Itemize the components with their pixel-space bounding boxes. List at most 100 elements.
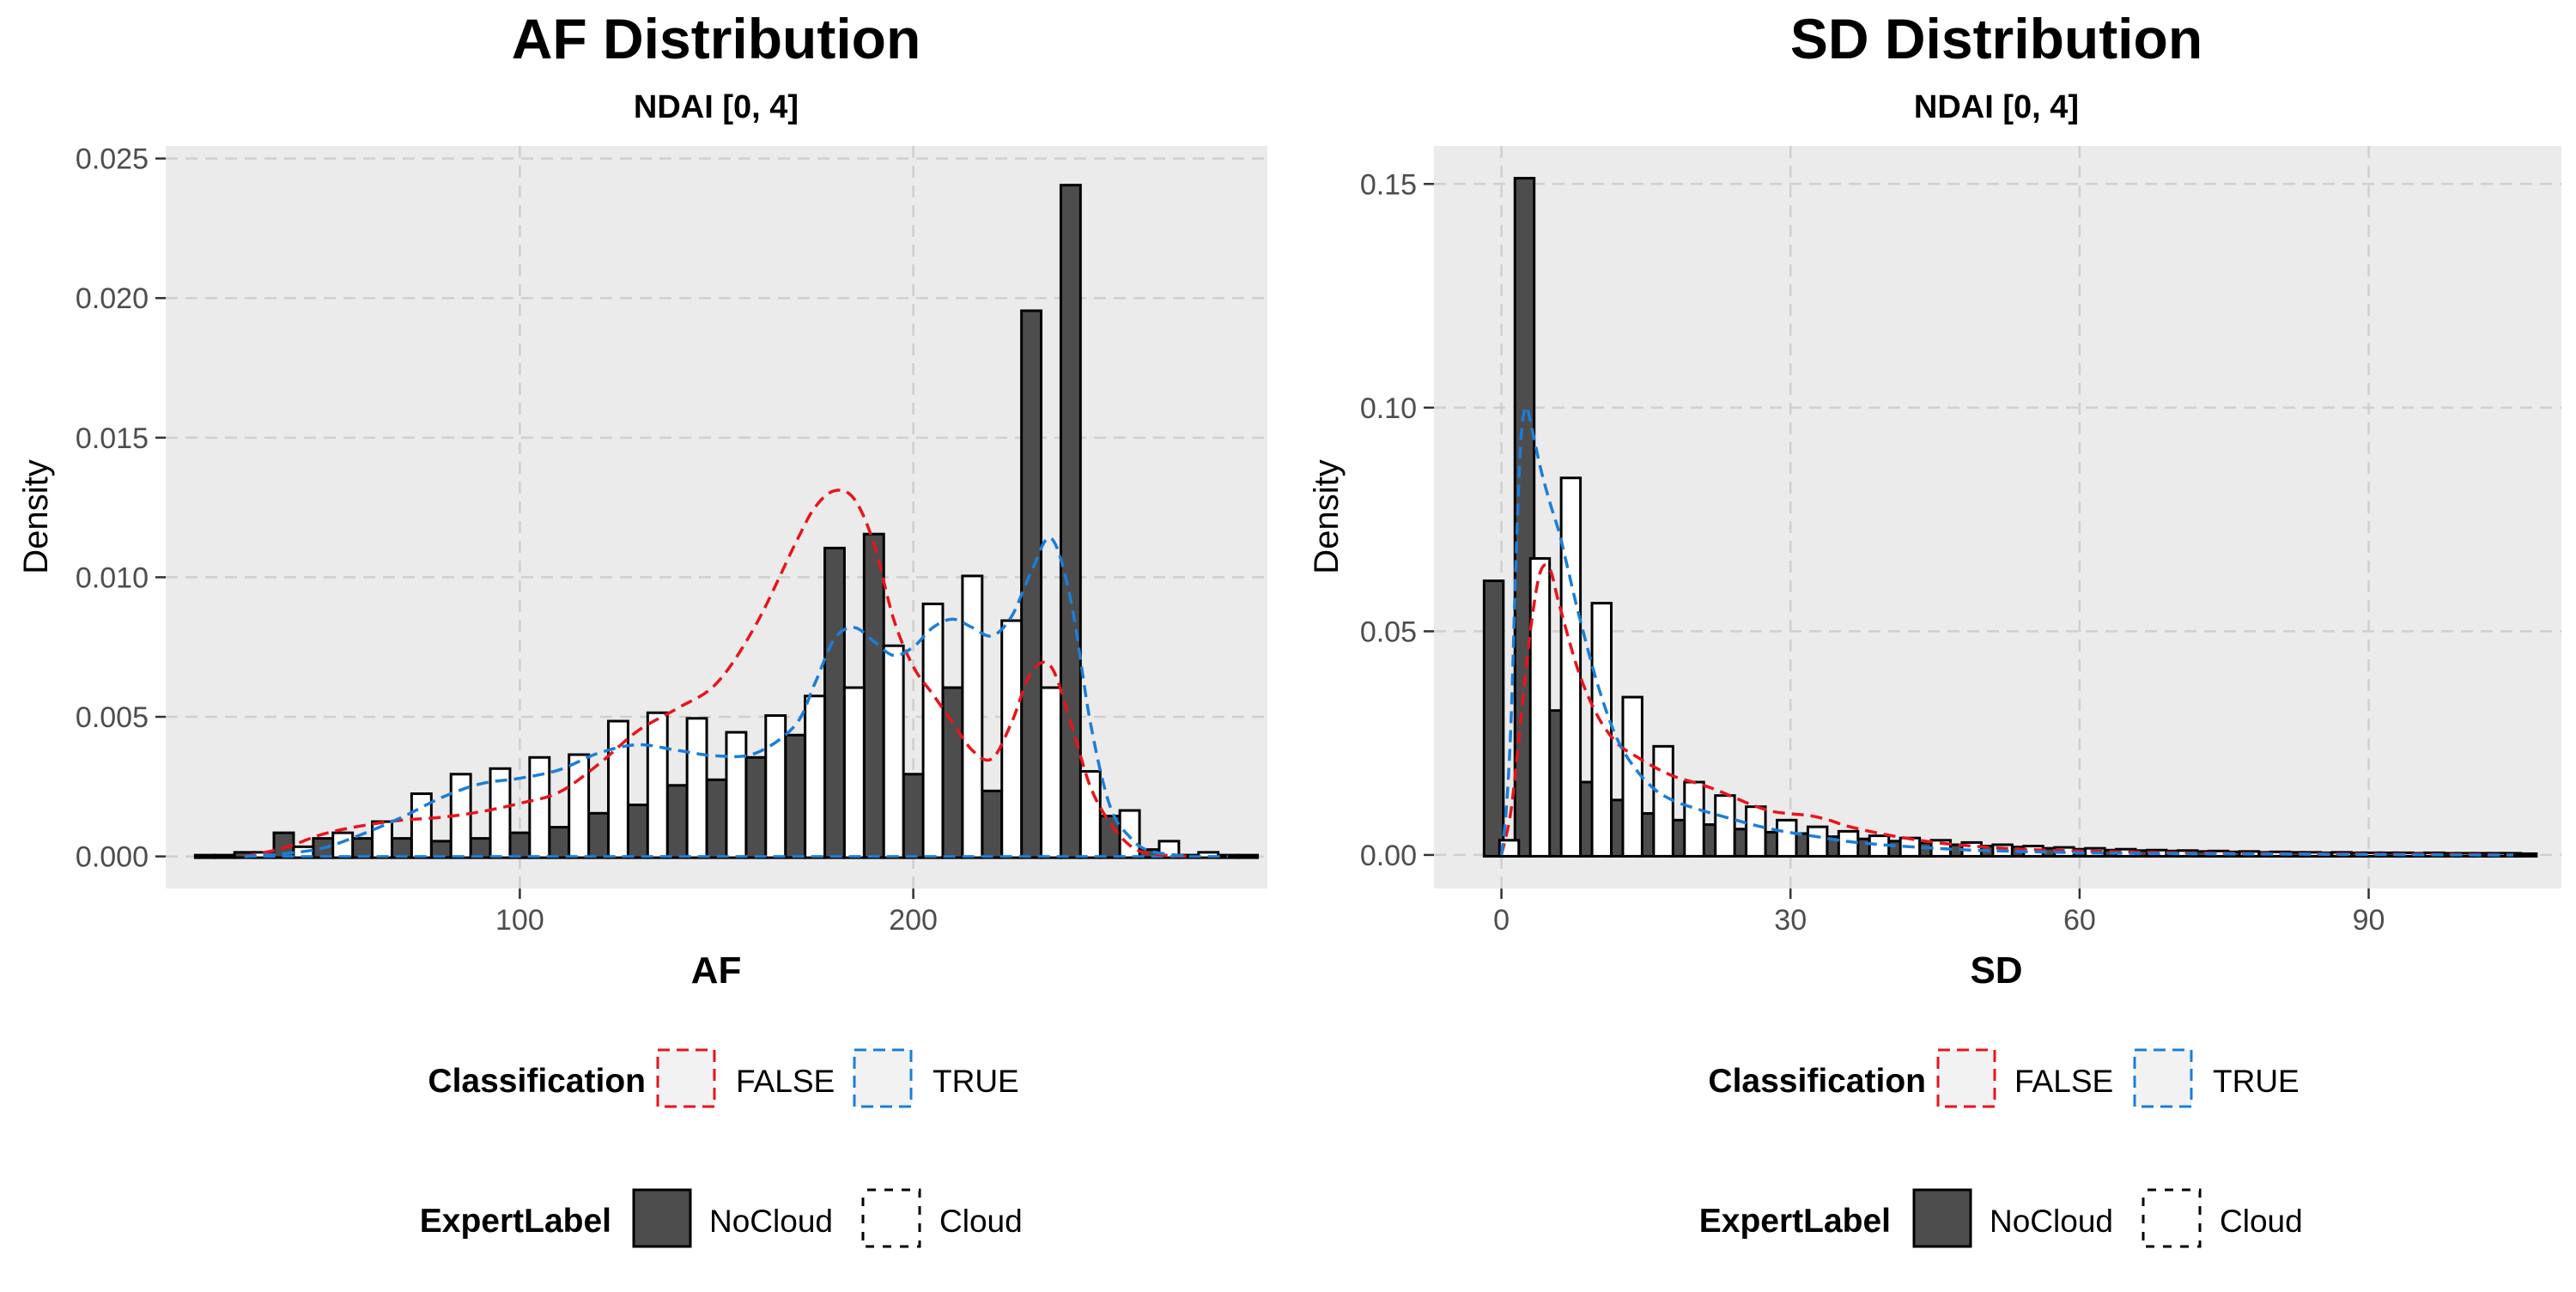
sd-legend-label-cloud: Cloud xyxy=(2220,1204,2303,1239)
af-y-tick-label-3: 0.015 xyxy=(76,422,149,455)
sd-bar-cloud-7 xyxy=(1714,794,1736,858)
af-bar-nocloud-18 xyxy=(902,773,925,859)
sd-x-tick-label-1: 30 xyxy=(1774,904,1807,937)
af-legend-label-cloud: Cloud xyxy=(939,1204,1023,1239)
af-bar-cloud-20 xyxy=(1000,619,1024,859)
sd-y-tick-label-2: 0.10 xyxy=(1360,392,1417,425)
sd-bar-cloud-8 xyxy=(1745,805,1767,858)
sd-legend-label-nocloud: NoCloud xyxy=(1990,1204,2113,1239)
sd-y-tick-label-3: 0.15 xyxy=(1360,168,1417,201)
af-x-axis-title: AF xyxy=(691,949,742,992)
sd-x-axis-title: SD xyxy=(1970,949,2022,992)
sd-classification-legend: Classification FALSE TRUE xyxy=(1708,1048,2300,1108)
af-bar-nocloud-5 xyxy=(390,837,413,859)
af-bar-cloud-14 xyxy=(764,714,787,859)
af-classification-legend: Classification FALSE TRUE xyxy=(428,1048,1019,1108)
af-bar-nocloud-14 xyxy=(744,755,768,859)
sd-chart-title: SD Distribution xyxy=(1790,7,2202,70)
af-bar-nocloud-8 xyxy=(508,831,532,859)
af-bar-nocloud-19 xyxy=(941,686,964,859)
af-bar-cloud-3 xyxy=(331,831,355,859)
af-legend-label-false: FALSE xyxy=(736,1064,835,1099)
af-legend-key-cloud-dash xyxy=(861,1188,921,1248)
af-classification-legend-title: Classification xyxy=(428,1063,646,1100)
af-legend-key-cloud xyxy=(861,1188,921,1248)
af-bar-cloud-12 xyxy=(685,717,708,859)
af-bar-cloud-0 xyxy=(213,853,236,859)
sd-density-lines xyxy=(1499,405,2513,857)
af-x-tick-label-1: 200 xyxy=(889,904,938,937)
af-bar-cloud-8 xyxy=(528,755,551,859)
sd-bar-cloud-10 xyxy=(1806,825,1829,858)
af-bar-nocloud-9 xyxy=(548,826,571,859)
af-legend-key-nocloud xyxy=(632,1188,692,1248)
af-y-tick-label-2: 0.010 xyxy=(76,561,149,594)
af-legend-key-false xyxy=(656,1048,716,1108)
sd-legend-label-false: FALSE xyxy=(2014,1064,2113,1099)
af-bar-nocloud-7 xyxy=(469,837,492,859)
af-axes: 0.000 0.005 0.010 0.015 0.020 0.025 100 200 xyxy=(76,143,938,937)
af-y-tick-label-1: 0.005 xyxy=(76,701,149,734)
sd-legend-key-cloud-dash xyxy=(2142,1188,2202,1248)
af-expertlabel-legend-title: ExpertLabel xyxy=(420,1203,611,1240)
af-bar-cloud-16 xyxy=(842,686,866,859)
sd-legend-label-true: TRUE xyxy=(2213,1064,2300,1099)
af-bar-cloud-11 xyxy=(646,711,669,859)
sd-bar-cloud-33 xyxy=(2515,852,2538,858)
af-bar-nocloud-21 xyxy=(1020,309,1043,859)
af-legend-key-true xyxy=(853,1048,913,1108)
sd-bars xyxy=(1482,177,2538,858)
af-bar-nocloud-17 xyxy=(862,532,885,859)
sd-legend-key-true xyxy=(2133,1048,2193,1108)
sd-density-line-false xyxy=(1499,563,2513,857)
sd-chart-subtitle: NDAI [0, 4] xyxy=(1914,89,2079,125)
af-density-line-true xyxy=(244,536,1189,858)
sd-y-tick-label-0: 0.00 xyxy=(1360,840,1417,872)
af-bar-cloud-17 xyxy=(882,644,905,859)
sd-legend-key-false xyxy=(1936,1048,1996,1108)
af-bar-cloud-18 xyxy=(921,602,945,859)
sd-x-tick-label-3: 90 xyxy=(2353,904,2385,937)
af-y-axis-title: Density xyxy=(17,459,55,573)
af-bar-cloud-9 xyxy=(568,753,591,859)
sd-x-tick-label-0: 0 xyxy=(1493,904,1510,937)
sd-bar-cloud-6 xyxy=(1683,780,1705,858)
af-bar-cloud-22 xyxy=(1078,770,1102,859)
af-bar-nocloud-0 xyxy=(193,853,216,859)
af-bar-nocloud-15 xyxy=(784,733,807,859)
sd-bar-cloud-3 xyxy=(1590,602,1613,858)
sd-bar-cloud-9 xyxy=(1776,818,1798,858)
af-bar-nocloud-11 xyxy=(626,804,649,859)
af-distribution-panel: AF Distribution NDAI [0, 4] 0.0000.0050.… xyxy=(17,7,1267,1248)
af-bar-cloud-23 xyxy=(1118,809,1141,859)
sd-axes: 0.00 0.05 0.10 0.15 0 30 60 90 xyxy=(1360,168,2385,937)
sd-legend-key-nocloud xyxy=(1912,1188,1972,1248)
af-bar-nocloud-22 xyxy=(1059,184,1082,859)
af-density-lines xyxy=(244,488,1189,858)
sd-classification-legend-title: Classification xyxy=(1708,1063,1926,1100)
af-bar-nocloud-4 xyxy=(351,837,374,859)
af-bar-cloud-26 xyxy=(1236,853,1260,859)
sd-y-axis-title: Density xyxy=(1308,459,1346,573)
sd-bar-nocloud-0 xyxy=(1482,579,1505,858)
sd-bar-cloud-1 xyxy=(1528,557,1552,858)
sd-bar-cloud-5 xyxy=(1652,744,1674,858)
af-bar-cloud-19 xyxy=(961,574,984,859)
af-bar-nocloud-12 xyxy=(665,784,689,859)
af-bar-cloud-15 xyxy=(804,695,827,859)
af-density-line-false xyxy=(244,488,1189,858)
af-plot-background xyxy=(166,146,1267,889)
sd-legend-key-cloud xyxy=(2142,1188,2202,1248)
sd-bar-cloud-4 xyxy=(1621,695,1643,858)
af-legend-label-nocloud: NoCloud xyxy=(709,1204,833,1239)
af-expertlabel-legend: ExpertLabel NoCloud Cloud xyxy=(420,1188,1023,1248)
af-x-tick-label-0: 100 xyxy=(495,904,544,937)
sd-bar-cloud-11 xyxy=(1837,829,1860,858)
af-bar-nocloud-10 xyxy=(587,811,610,859)
af-bar-nocloud-13 xyxy=(705,778,728,859)
sd-distribution-panel: SD Distribution NDAI [0, 4] 0.00 0.05 0.10… xyxy=(1308,7,2561,1248)
af-y-tick-label-4: 0.020 xyxy=(76,282,149,315)
af-y-tick-label-5: 0.025 xyxy=(76,143,149,176)
af-bar-nocloud-16 xyxy=(823,546,846,859)
